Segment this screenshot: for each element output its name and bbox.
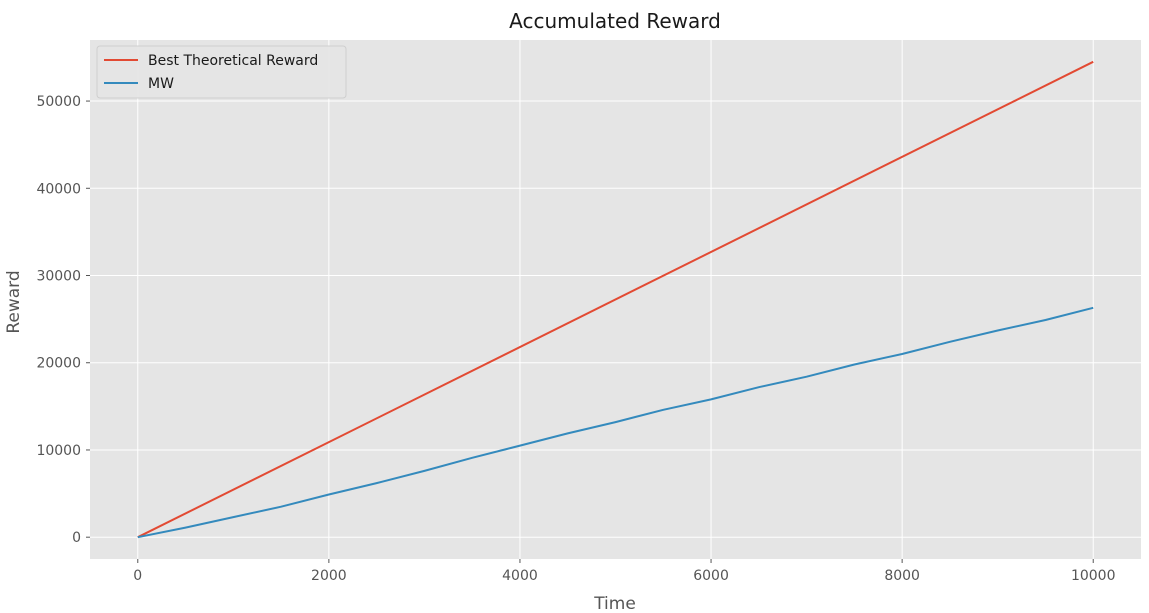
legend: Best Theoretical Reward MW bbox=[96, 45, 347, 99]
y-tick-labels: 0 10000 20000 30000 40000 50000 bbox=[36, 94, 90, 546]
y-tick-label: 50000 bbox=[36, 94, 81, 110]
x-tick-label: 0 bbox=[133, 568, 142, 584]
y-tick-label: 20000 bbox=[36, 356, 81, 372]
series-line-best-theoretical-reward bbox=[137, 60, 1094, 539]
x-tick-label: 4000 bbox=[502, 568, 538, 584]
y-tick-label: 0 bbox=[72, 530, 81, 546]
series-line-mw bbox=[137, 306, 1094, 539]
x-tick-labels: 0 2000 4000 6000 8000 10000 bbox=[133, 559, 1116, 584]
y-tick-label: 10000 bbox=[36, 443, 81, 459]
chart-title: Accumulated Reward bbox=[509, 9, 721, 33]
grid-layer bbox=[90, 40, 1141, 559]
x-tick-label: 10000 bbox=[1071, 568, 1116, 584]
y-tick-label: 30000 bbox=[36, 269, 81, 285]
legend-label-mw: MW bbox=[148, 76, 174, 92]
x-axis-label: Time bbox=[593, 594, 636, 613]
x-tick-label: 6000 bbox=[693, 568, 729, 584]
legend-label-best-theoretical-reward: Best Theoretical Reward bbox=[148, 53, 318, 69]
y-tick-label: 40000 bbox=[36, 181, 81, 197]
legend-box bbox=[96, 45, 347, 99]
x-tick-label: 8000 bbox=[884, 568, 920, 584]
series-layer bbox=[137, 60, 1094, 539]
x-tick-label: 2000 bbox=[311, 568, 347, 584]
y-axis-label: Reward bbox=[4, 270, 24, 333]
